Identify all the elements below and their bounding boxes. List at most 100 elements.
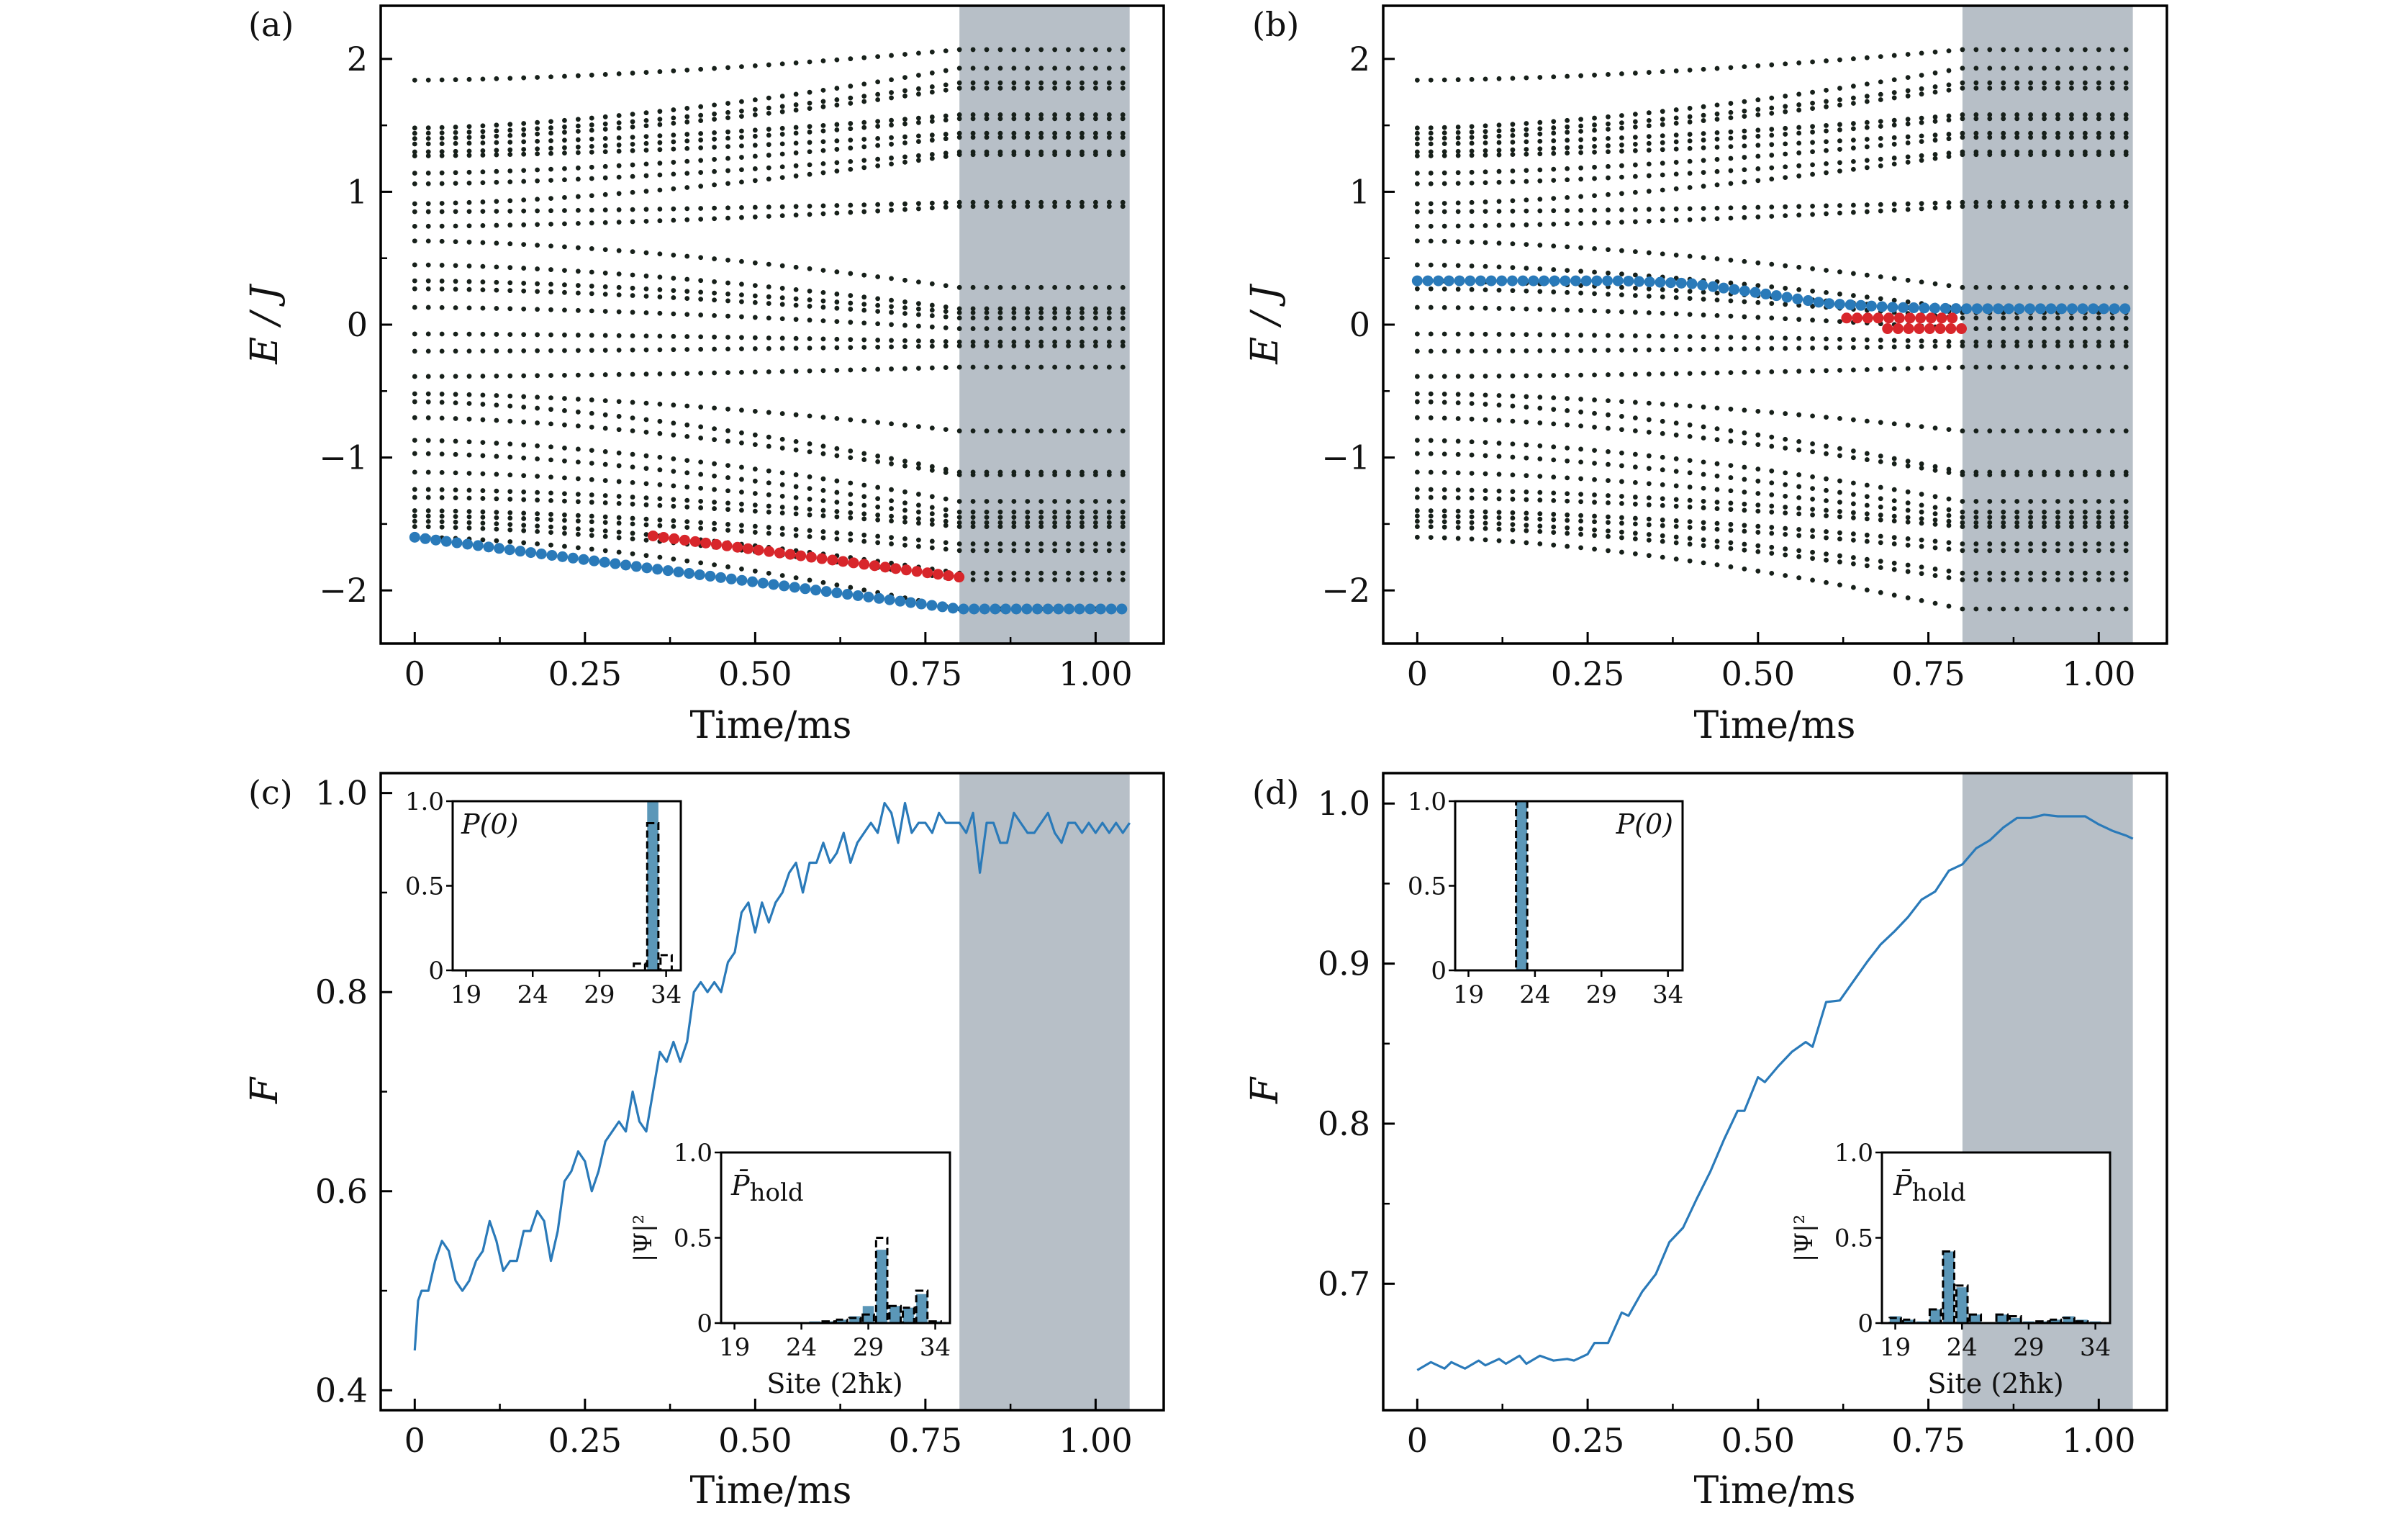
energy-level-dot xyxy=(875,344,881,350)
energy-level-dot xyxy=(1919,516,1924,522)
energy-level-dot xyxy=(1946,136,1952,142)
energy-level-dot xyxy=(2096,116,2101,122)
energy-level-dot xyxy=(2042,548,2047,554)
highlight-red-dot xyxy=(764,546,775,557)
energy-level-dot xyxy=(2123,135,2129,140)
energy-level-dot xyxy=(943,339,949,344)
energy-level-dot xyxy=(766,434,771,440)
energy-level-dot xyxy=(1837,203,1842,208)
energy-level-dot xyxy=(1864,451,1870,456)
energy-level-dot xyxy=(752,315,758,320)
energy-level-dot xyxy=(1837,168,1842,174)
energy-level-dot xyxy=(820,529,826,534)
energy-level-dot xyxy=(2082,80,2088,86)
energy-level-dot xyxy=(698,255,704,261)
energy-level-dot xyxy=(1066,520,1071,525)
inset-dashed-bar xyxy=(835,1318,848,1325)
energy-level-dot xyxy=(1079,135,1085,140)
energy-level-dot xyxy=(439,331,445,337)
highlight-red-dot xyxy=(932,569,943,580)
energy-level-dot xyxy=(1660,430,1665,436)
energy-level-dot xyxy=(439,451,445,457)
energy-level-dot xyxy=(1769,95,1775,101)
energy-level-dot xyxy=(1660,310,1665,316)
energy-level-dot xyxy=(1455,416,1461,421)
energy-level-dot xyxy=(1878,496,1883,502)
energy-level-dot xyxy=(548,524,553,530)
energy-level-dot xyxy=(807,288,813,294)
energy-level-dot xyxy=(494,199,499,204)
energy-level-dot xyxy=(1946,496,1952,502)
energy-level-dot xyxy=(834,160,840,166)
energy-level-dot xyxy=(589,492,594,497)
energy-level-dot xyxy=(970,80,976,86)
energy-level-dot xyxy=(439,135,445,141)
energy-level-dot xyxy=(1469,130,1475,135)
energy-level-dot xyxy=(1919,50,1924,56)
energy-level-dot xyxy=(575,123,581,129)
energy-level-dot xyxy=(1120,112,1126,117)
highlight-blue-dot xyxy=(694,569,705,580)
highlight-blue-dot xyxy=(1675,277,1687,289)
energy-level-dot xyxy=(1987,47,1993,53)
energy-level-dot xyxy=(2014,135,2020,140)
energy-level-dot xyxy=(698,498,704,504)
energy-level-dot xyxy=(766,214,771,219)
energy-level-dot xyxy=(725,522,730,527)
energy-level-dot xyxy=(861,418,867,424)
energy-level-dot xyxy=(1592,127,1597,133)
energy-level-dot xyxy=(889,155,894,161)
energy-level-dot xyxy=(1455,135,1461,140)
energy-level-dot xyxy=(1728,546,1734,551)
energy-level-dot xyxy=(1905,299,1911,304)
energy-level-dot xyxy=(1120,310,1126,315)
energy-level-dot xyxy=(2096,315,2101,321)
energy-level-dot xyxy=(1092,199,1098,205)
energy-level-dot xyxy=(1428,201,1434,207)
energy-level-dot xyxy=(1038,339,1044,345)
energy-level-dot xyxy=(1973,520,1979,525)
energy-level-dot xyxy=(657,122,663,127)
energy-level-dot xyxy=(1025,364,1031,370)
energy-level-dot xyxy=(1606,114,1611,119)
inset-bar xyxy=(1969,1314,1981,1323)
energy-level-dot xyxy=(1742,523,1747,528)
energy-level-dot xyxy=(2123,570,2129,576)
energy-level-dot xyxy=(1824,170,1829,176)
energy-level-dot xyxy=(834,210,840,216)
energy-level-dot xyxy=(425,399,431,405)
energy-level-dot xyxy=(643,453,649,459)
energy-level-dot xyxy=(861,532,867,538)
highlight-red-dot xyxy=(1893,312,1905,324)
energy-level-dot xyxy=(1742,258,1747,264)
energy-level-dot xyxy=(712,426,717,432)
energy-level-dot xyxy=(1673,217,1679,223)
energy-level-dot xyxy=(1455,348,1461,354)
energy-level-dot xyxy=(1673,518,1679,523)
highlight-red-dot xyxy=(1947,312,1958,324)
energy-level-dot xyxy=(1742,155,1747,160)
energy-level-dot xyxy=(1441,304,1447,310)
energy-level-dot xyxy=(1428,135,1434,141)
energy-level-dot xyxy=(1932,119,1938,124)
energy-level-dot xyxy=(1796,130,1802,136)
energy-level-dot xyxy=(1987,66,1993,71)
energy-level-dot xyxy=(1106,339,1112,345)
energy-level-dot xyxy=(1701,137,1706,143)
energy-level-dot xyxy=(1632,536,1638,542)
energy-level-dot xyxy=(1038,469,1044,475)
energy-level-dot xyxy=(1919,571,1924,577)
energy-level-dot xyxy=(1632,451,1638,457)
energy-level-dot xyxy=(1769,214,1775,219)
energy-level-dot xyxy=(466,209,472,215)
energy-level-dot xyxy=(712,102,717,108)
energy-level-dot xyxy=(507,222,513,228)
energy-level-dot xyxy=(1551,517,1557,523)
energy-level-dot xyxy=(779,470,785,476)
energy-level-dot xyxy=(1687,484,1693,489)
energy-level-dot xyxy=(1755,408,1761,414)
energy-level-dot xyxy=(425,508,431,513)
energy-level-dot xyxy=(861,502,867,508)
highlight-blue-dot xyxy=(1834,299,1845,310)
energy-level-dot xyxy=(2001,130,2006,136)
